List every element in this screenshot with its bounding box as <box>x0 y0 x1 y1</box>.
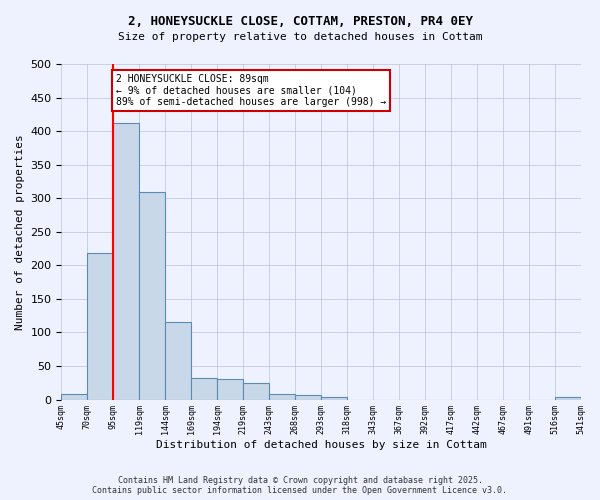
Bar <box>295 395 321 400</box>
Text: 2 HONEYSUCKLE CLOSE: 89sqm
← 9% of detached houses are smaller (104)
89% of semi: 2 HONEYSUCKLE CLOSE: 89sqm ← 9% of detac… <box>116 74 386 108</box>
Bar <box>321 397 347 400</box>
X-axis label: Distribution of detached houses by size in Cottam: Distribution of detached houses by size … <box>155 440 487 450</box>
Bar <box>165 322 191 400</box>
Bar <box>113 123 139 400</box>
Text: 2, HONEYSUCKLE CLOSE, COTTAM, PRESTON, PR4 0EY: 2, HONEYSUCKLE CLOSE, COTTAM, PRESTON, P… <box>128 15 473 28</box>
Bar <box>139 192 165 400</box>
Text: Size of property relative to detached houses in Cottam: Size of property relative to detached ho… <box>118 32 482 42</box>
Text: Contains HM Land Registry data © Crown copyright and database right 2025.
Contai: Contains HM Land Registry data © Crown c… <box>92 476 508 495</box>
Bar <box>554 397 581 400</box>
Bar <box>61 394 88 400</box>
Y-axis label: Number of detached properties: Number of detached properties <box>15 134 25 330</box>
Bar <box>191 378 217 400</box>
Bar <box>243 383 269 400</box>
Bar <box>88 254 113 400</box>
Bar <box>269 394 295 400</box>
Bar <box>217 380 243 400</box>
